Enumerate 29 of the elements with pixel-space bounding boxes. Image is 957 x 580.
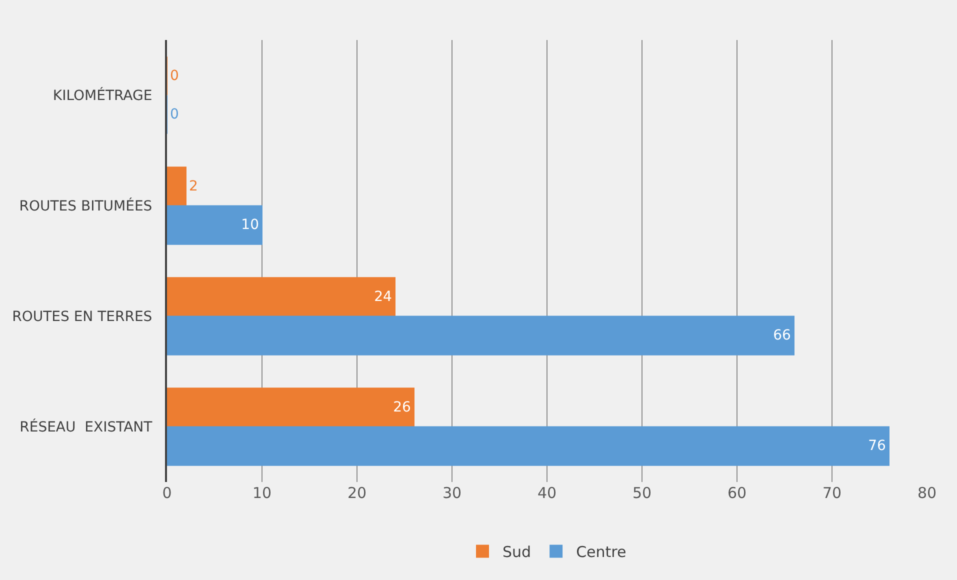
- x-tick-label: 0: [162, 484, 172, 502]
- bar: [167, 166, 186, 206]
- data-label: 10: [241, 217, 259, 234]
- x-tick-label: 10: [252, 484, 272, 502]
- bar: [167, 388, 414, 428]
- bar: [167, 316, 794, 356]
- data-label: 26: [393, 399, 411, 416]
- x-tick-label: 50: [632, 484, 652, 502]
- x-tick-label: 80: [917, 484, 937, 502]
- data-label: 0: [170, 106, 179, 123]
- bar: [167, 277, 396, 317]
- x-tick-label: 60: [727, 484, 747, 502]
- x-tick-label: 30: [442, 484, 462, 502]
- y-tick-label: KILOMÉTRAGE: [52, 87, 152, 104]
- data-label: 66: [773, 328, 791, 344]
- x-tick-label: 70: [822, 484, 842, 502]
- y-tick-label: ROUTES EN TERRES: [12, 309, 152, 326]
- data-label: 24: [374, 288, 392, 305]
- x-tick-label: 20: [347, 484, 367, 502]
- y-tick-label: RÉSEAU EXISTANT: [20, 418, 153, 436]
- data-label: 0: [170, 68, 179, 84]
- bar: [167, 426, 890, 466]
- bar: [167, 205, 262, 245]
- data-label: 76: [868, 438, 886, 454]
- legend-label: Sud: [502, 543, 532, 562]
- y-tick-label: ROUTES BITUMÉES: [19, 198, 152, 215]
- data-label: 2: [189, 178, 198, 194]
- x-tick-label: 40: [537, 484, 557, 502]
- legend-label: Centre: [576, 543, 626, 562]
